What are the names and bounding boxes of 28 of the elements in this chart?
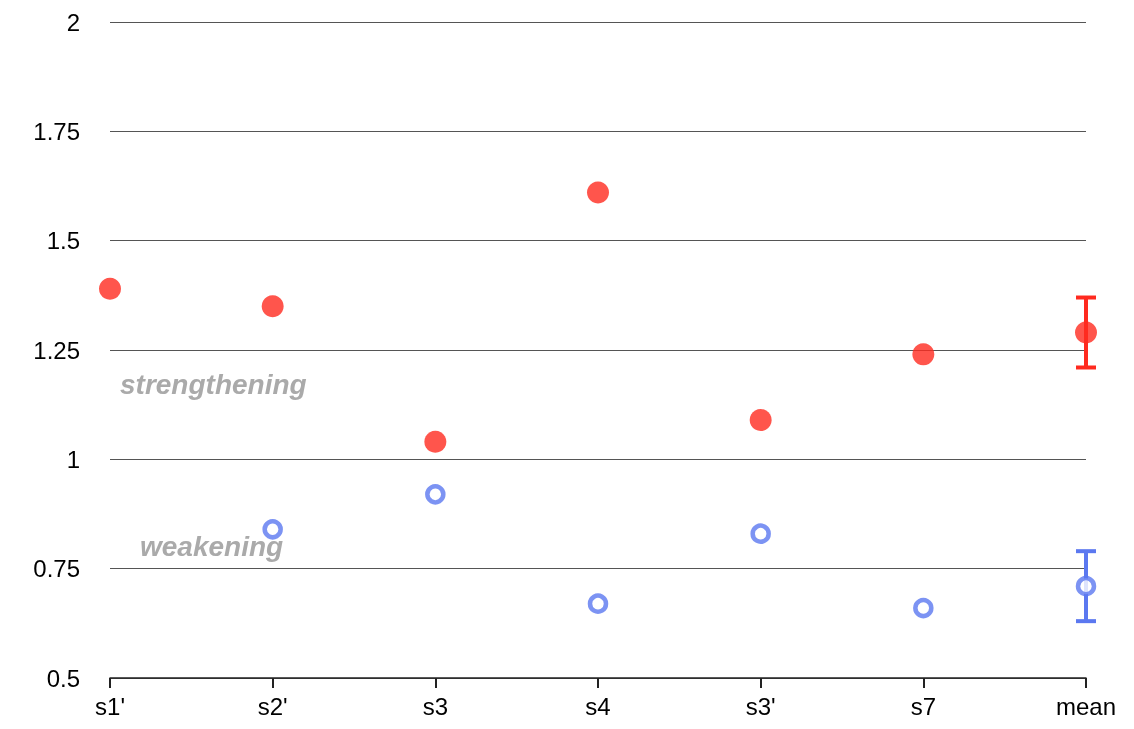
point [1075, 321, 1097, 344]
annotation: strengthening [120, 368, 307, 400]
point [587, 181, 609, 204]
point [750, 523, 771, 544]
x-tick-label: mean [1055, 692, 1117, 720]
point [424, 430, 447, 453]
x-tick-label: s4 [585, 692, 611, 720]
annotation: weakening [140, 530, 284, 562]
point [99, 277, 121, 300]
y-tick-label: 0.5 [46, 664, 80, 692]
point [425, 484, 446, 505]
y-tick-label: 1.5 [46, 227, 80, 255]
point [261, 295, 284, 318]
point [912, 343, 935, 366]
x-tick-label: s2' [257, 692, 288, 720]
y-tick-label: 1 [66, 445, 80, 473]
x-tick-label: s3' [745, 692, 776, 720]
x-tick-label: s7 [910, 692, 937, 720]
y-tick-label: 1.25 [33, 336, 80, 364]
y-tick-label: 1.75 [33, 117, 80, 145]
x-tick-label: s3 [422, 692, 449, 720]
x-tick-label: s1' [95, 692, 125, 720]
y-tick-label: 2 [66, 8, 80, 36]
point [1075, 575, 1097, 597]
point [587, 593, 609, 614]
point [913, 597, 934, 619]
y-tick-label: 0.75 [33, 555, 80, 583]
point [749, 408, 772, 431]
